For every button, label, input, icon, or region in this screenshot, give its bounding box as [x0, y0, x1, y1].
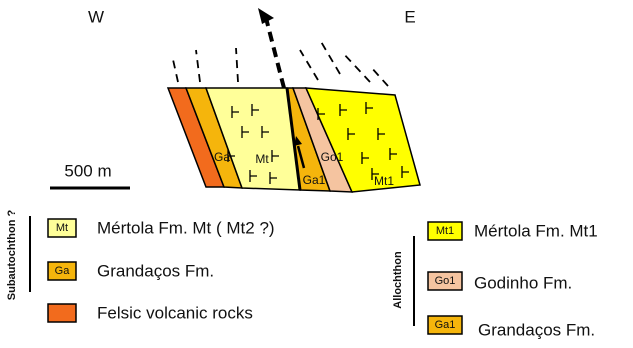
- section-label: Go1: [321, 150, 344, 164]
- section-label: Mt: [255, 152, 269, 166]
- scale-label: 500 m: [64, 161, 111, 180]
- legend-label: Mértola Fm. Mt1: [474, 221, 598, 240]
- east-label: E: [404, 7, 415, 26]
- legend-label: Grandaços Fm.: [97, 261, 214, 280]
- section-label: Ga1: [303, 173, 326, 187]
- legend-label: Grandaços Fm.: [478, 320, 595, 339]
- cross-section: Ga Mt Go1 Ga1 Mt1: [168, 88, 420, 192]
- section-label: Mt1: [374, 174, 394, 188]
- diagram: W E Ga Mt Go1 Ga1 Mt1 500 m Subautochtho…: [0, 0, 633, 348]
- west-label: W: [88, 7, 104, 26]
- dashed-lines: [172, 8, 388, 88]
- legend-group-title: Allochthon: [392, 251, 404, 309]
- legend-code: Mt1: [436, 225, 454, 237]
- legend-label: Godinho Fm.: [474, 273, 572, 292]
- legend-code: Ga1: [435, 319, 456, 331]
- legend-code: Go1: [435, 275, 456, 287]
- legend-label: Felsic volcanic rocks: [97, 303, 253, 322]
- legend-code: Mt: [56, 222, 68, 234]
- legend-group-title: Subautochthon ?: [6, 210, 18, 301]
- legend-label: Mértola Fm. Mt ( Mt2 ?): [97, 218, 275, 237]
- legend-allochthon: Allochthon Mt1 Mértola Fm. Mt1 Go1 Godin…: [392, 221, 598, 339]
- legend-code: Ga: [55, 265, 71, 277]
- section-label: Ga: [214, 150, 230, 164]
- legend-subautochthon: Subautochthon ? Mt Mértola Fm. Mt ( Mt2 …: [6, 210, 275, 323]
